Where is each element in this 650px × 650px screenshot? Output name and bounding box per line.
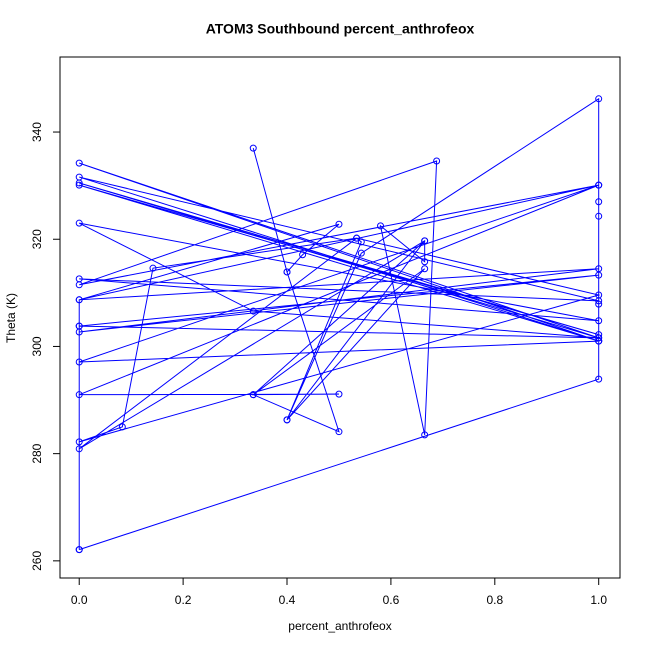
point (249, 391, 257, 399)
chart-title: ATOM3 Southbound percent_anthrofeox (206, 21, 475, 37)
point (75, 173, 83, 181)
point (421, 237, 429, 245)
point (595, 334, 603, 342)
point (595, 300, 603, 308)
point (421, 258, 429, 266)
x-tick-label: 0.6 (383, 593, 400, 607)
point (75, 358, 83, 366)
y-tick-label: 320 (30, 229, 44, 249)
x-tick-label: 0.4 (279, 593, 296, 607)
point (75, 159, 83, 167)
x-tick-label: 0.2 (175, 593, 192, 607)
x-tick-label: 0.8 (486, 593, 503, 607)
x-tick-label: 1.0 (590, 593, 607, 607)
point (75, 438, 83, 446)
point (595, 291, 603, 299)
point (335, 428, 343, 436)
y-tick-label: 340 (30, 122, 44, 142)
point (75, 546, 83, 554)
point (75, 219, 83, 227)
point (249, 307, 257, 315)
point (433, 157, 441, 165)
x-axis-label: percent_anthrofeox (288, 619, 391, 633)
point (75, 391, 83, 399)
x-tick-label: 0.0 (71, 593, 88, 607)
y-tick-label: 300 (30, 336, 44, 356)
point (357, 249, 365, 257)
point (75, 296, 83, 304)
point (335, 390, 343, 398)
point (595, 212, 603, 220)
y-tick-label: 260 (30, 551, 44, 571)
y-axis-label: Theta (K) (4, 293, 18, 343)
point (595, 181, 603, 189)
point (357, 238, 365, 246)
point (75, 445, 83, 453)
point (149, 264, 157, 272)
point (283, 268, 291, 276)
point (299, 251, 307, 259)
point (421, 265, 429, 273)
point (75, 322, 83, 330)
y-tick-label: 280 (30, 443, 44, 463)
point (353, 234, 361, 242)
point (283, 416, 291, 424)
point (75, 181, 83, 189)
point (335, 220, 343, 228)
point (595, 198, 603, 206)
point (595, 317, 603, 325)
series-line (78, 97, 601, 551)
point (595, 337, 603, 345)
point (249, 144, 257, 152)
point (595, 95, 603, 103)
point (421, 431, 429, 439)
point (377, 222, 385, 230)
point (118, 423, 126, 431)
point (595, 265, 603, 273)
point (595, 375, 603, 383)
point (75, 281, 83, 289)
